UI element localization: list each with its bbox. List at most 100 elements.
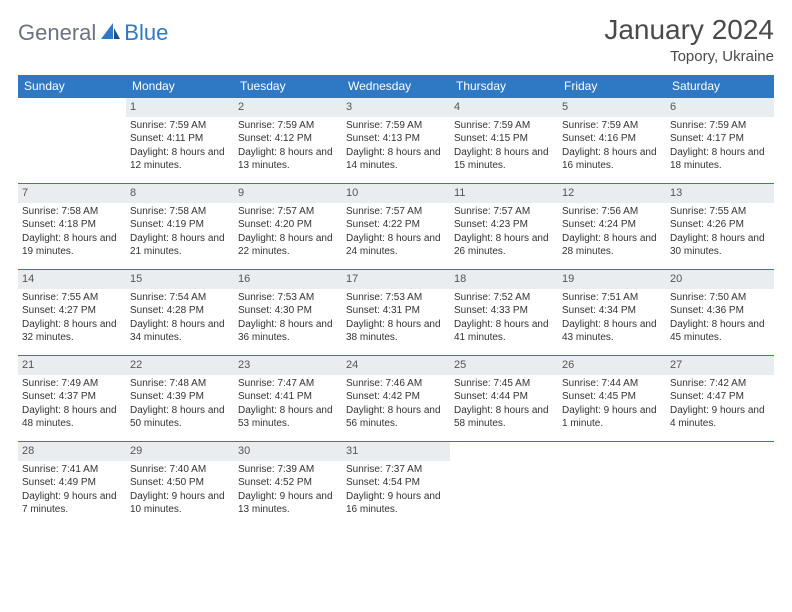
calendar-header-row: SundayMondayTuesdayWednesdayThursdayFrid… — [18, 75, 774, 97]
daylight-text: Daylight: 9 hours and 7 minutes. — [22, 490, 122, 517]
calendar-row: 7Sunrise: 7:58 AMSunset: 4:18 PMDaylight… — [18, 183, 774, 269]
day-number: 11 — [450, 183, 558, 203]
sunrise-text: Sunrise: 7:57 AM — [238, 205, 338, 219]
day-header: Friday — [558, 75, 666, 97]
calendar-cell — [450, 441, 558, 527]
day-header: Tuesday — [234, 75, 342, 97]
day-number: 16 — [234, 269, 342, 289]
sunset-text: Sunset: 4:24 PM — [562, 218, 662, 232]
day-header: Sunday — [18, 75, 126, 97]
daylight-text: Daylight: 8 hours and 53 minutes. — [238, 404, 338, 431]
calendar-cell: 1Sunrise: 7:59 AMSunset: 4:11 PMDaylight… — [126, 97, 234, 183]
sunrise-text: Sunrise: 7:59 AM — [238, 119, 338, 133]
sunrise-text: Sunrise: 7:59 AM — [346, 119, 446, 133]
daylight-text: Daylight: 9 hours and 1 minute. — [562, 404, 662, 431]
day-number: 1 — [126, 97, 234, 117]
calendar-cell: 9Sunrise: 7:57 AMSunset: 4:20 PMDaylight… — [234, 183, 342, 269]
day-number: 26 — [558, 355, 666, 375]
sunset-text: Sunset: 4:45 PM — [562, 390, 662, 404]
day-number: 28 — [18, 441, 126, 461]
day-number: 13 — [666, 183, 774, 203]
daylight-text: Daylight: 8 hours and 19 minutes. — [22, 232, 122, 259]
day-header: Monday — [126, 75, 234, 97]
calendar-cell — [558, 441, 666, 527]
sunset-text: Sunset: 4:27 PM — [22, 304, 122, 318]
sunrise-text: Sunrise: 7:47 AM — [238, 377, 338, 391]
day-number: 30 — [234, 441, 342, 461]
sunset-text: Sunset: 4:36 PM — [670, 304, 770, 318]
day-header: Wednesday — [342, 75, 450, 97]
sunset-text: Sunset: 4:37 PM — [22, 390, 122, 404]
daylight-text: Daylight: 8 hours and 41 minutes. — [454, 318, 554, 345]
sunset-text: Sunset: 4:17 PM — [670, 132, 770, 146]
daylight-text: Daylight: 8 hours and 16 minutes. — [562, 146, 662, 173]
daylight-text: Daylight: 8 hours and 34 minutes. — [130, 318, 230, 345]
sunset-text: Sunset: 4:52 PM — [238, 476, 338, 490]
day-header: Saturday — [666, 75, 774, 97]
calendar-cell: 21Sunrise: 7:49 AMSunset: 4:37 PMDayligh… — [18, 355, 126, 441]
sunrise-text: Sunrise: 7:49 AM — [22, 377, 122, 391]
sunrise-text: Sunrise: 7:40 AM — [130, 463, 230, 477]
sunrise-text: Sunrise: 7:58 AM — [130, 205, 230, 219]
day-number: 19 — [558, 269, 666, 289]
calendar-cell: 8Sunrise: 7:58 AMSunset: 4:19 PMDaylight… — [126, 183, 234, 269]
calendar-cell: 22Sunrise: 7:48 AMSunset: 4:39 PMDayligh… — [126, 355, 234, 441]
sunset-text: Sunset: 4:39 PM — [130, 390, 230, 404]
empty-day — [450, 441, 558, 458]
calendar-cell: 10Sunrise: 7:57 AMSunset: 4:22 PMDayligh… — [342, 183, 450, 269]
sunset-text: Sunset: 4:50 PM — [130, 476, 230, 490]
daylight-text: Daylight: 8 hours and 48 minutes. — [22, 404, 122, 431]
daylight-text: Daylight: 8 hours and 18 minutes. — [670, 146, 770, 173]
sunset-text: Sunset: 4:54 PM — [346, 476, 446, 490]
sunrise-text: Sunrise: 7:59 AM — [454, 119, 554, 133]
sunset-text: Sunset: 4:18 PM — [22, 218, 122, 232]
calendar-row: 1Sunrise: 7:59 AMSunset: 4:11 PMDaylight… — [18, 97, 774, 183]
daylight-text: Daylight: 8 hours and 26 minutes. — [454, 232, 554, 259]
sunrise-text: Sunrise: 7:37 AM — [346, 463, 446, 477]
calendar-cell: 14Sunrise: 7:55 AMSunset: 4:27 PMDayligh… — [18, 269, 126, 355]
calendar-cell: 19Sunrise: 7:51 AMSunset: 4:34 PMDayligh… — [558, 269, 666, 355]
sunrise-text: Sunrise: 7:46 AM — [346, 377, 446, 391]
sunrise-text: Sunrise: 7:54 AM — [130, 291, 230, 305]
sunrise-text: Sunrise: 7:44 AM — [562, 377, 662, 391]
daylight-text: Daylight: 8 hours and 21 minutes. — [130, 232, 230, 259]
header: General Blue January 2024 Topory, Ukrain… — [18, 14, 774, 65]
logo: General Blue — [18, 20, 168, 46]
calendar-cell: 25Sunrise: 7:45 AMSunset: 4:44 PMDayligh… — [450, 355, 558, 441]
calendar-cell: 6Sunrise: 7:59 AMSunset: 4:17 PMDaylight… — [666, 97, 774, 183]
sunset-text: Sunset: 4:44 PM — [454, 390, 554, 404]
day-number: 8 — [126, 183, 234, 203]
calendar-cell: 13Sunrise: 7:55 AMSunset: 4:26 PMDayligh… — [666, 183, 774, 269]
day-number: 25 — [450, 355, 558, 375]
calendar-cell: 28Sunrise: 7:41 AMSunset: 4:49 PMDayligh… — [18, 441, 126, 527]
sunrise-text: Sunrise: 7:41 AM — [22, 463, 122, 477]
calendar-row: 28Sunrise: 7:41 AMSunset: 4:49 PMDayligh… — [18, 441, 774, 527]
sunrise-text: Sunrise: 7:45 AM — [454, 377, 554, 391]
sunrise-text: Sunrise: 7:39 AM — [238, 463, 338, 477]
daylight-text: Daylight: 8 hours and 12 minutes. — [130, 146, 230, 173]
calendar-cell: 29Sunrise: 7:40 AMSunset: 4:50 PMDayligh… — [126, 441, 234, 527]
day-number: 17 — [342, 269, 450, 289]
calendar-cell: 26 Sunrise: 7:44 AMSunset: 4:45 PMDayligh… — [558, 355, 666, 441]
calendar-table: SundayMondayTuesdayWednesdayThursdayFrid… — [18, 75, 774, 527]
daylight-text: Daylight: 9 hours and 10 minutes. — [130, 490, 230, 517]
sunset-text: Sunset: 4:12 PM — [238, 132, 338, 146]
daylight-text: Daylight: 9 hours and 13 minutes. — [238, 490, 338, 517]
day-number: 4 — [450, 97, 558, 117]
day-header: Thursday — [450, 75, 558, 97]
day-number: 15 — [126, 269, 234, 289]
day-number: 10 — [342, 183, 450, 203]
day-number: 20 — [666, 269, 774, 289]
sunset-text: Sunset: 4:47 PM — [670, 390, 770, 404]
calendar-row: 21Sunrise: 7:49 AMSunset: 4:37 PMDayligh… — [18, 355, 774, 441]
day-number: 22 — [126, 355, 234, 375]
calendar-cell: 18Sunrise: 7:52 AMSunset: 4:33 PMDayligh… — [450, 269, 558, 355]
calendar-cell: 4Sunrise: 7:59 AMSunset: 4:15 PMDaylight… — [450, 97, 558, 183]
sunrise-text: Sunrise: 7:53 AM — [346, 291, 446, 305]
calendar-cell — [666, 441, 774, 527]
daylight-text: Daylight: 9 hours and 4 minutes. — [670, 404, 770, 431]
sunset-text: Sunset: 4:20 PM — [238, 218, 338, 232]
logo-text-general: General — [18, 20, 96, 46]
empty-day — [666, 441, 774, 458]
calendar-cell: 5Sunrise: 7:59 AMSunset: 4:16 PMDaylight… — [558, 97, 666, 183]
